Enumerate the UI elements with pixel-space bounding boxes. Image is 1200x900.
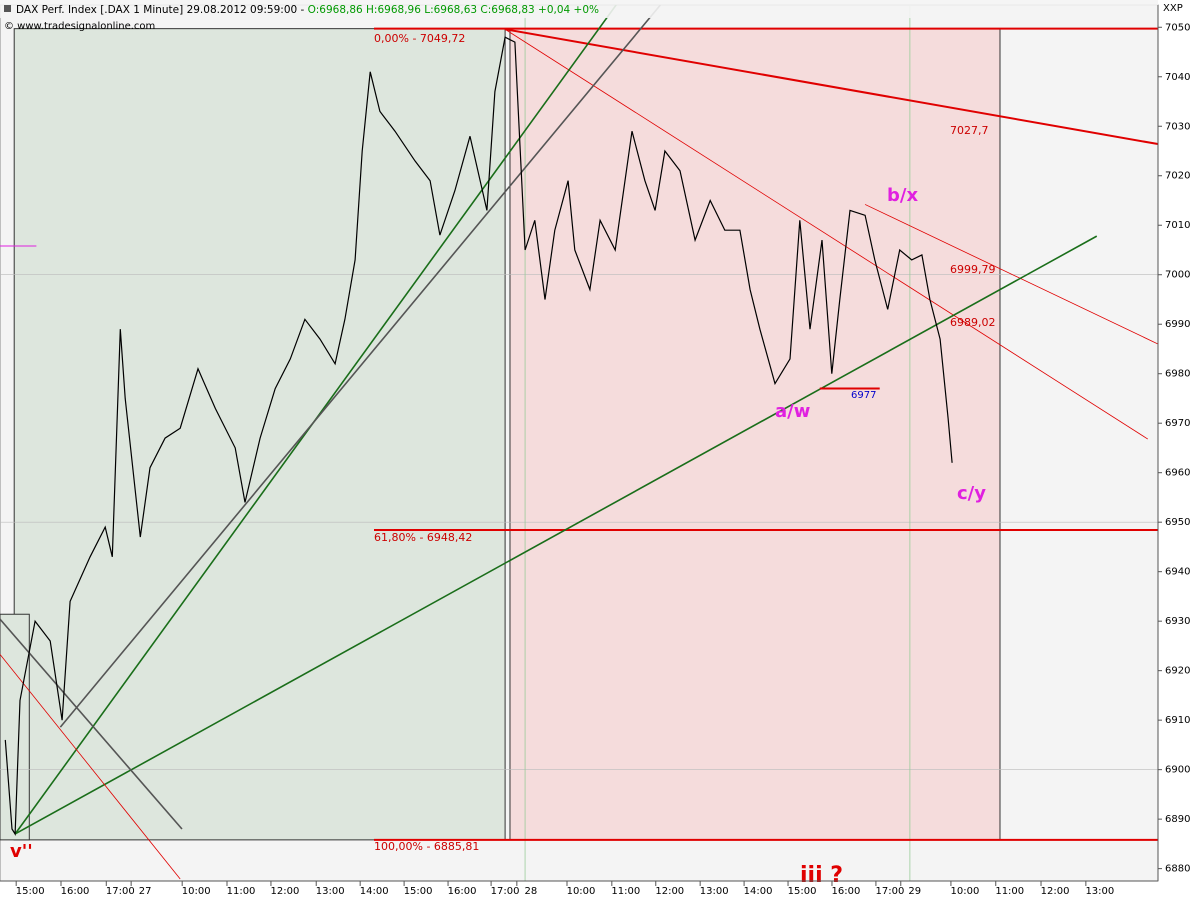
y-tick-label: 6990 bbox=[1165, 319, 1190, 330]
x-tick-label: 13:00 bbox=[700, 886, 729, 897]
trendline bbox=[504, 28, 1149, 440]
x-tick-label: 13:00 bbox=[316, 886, 345, 897]
header-part: C:6968,83 +0,04 +0% bbox=[477, 4, 599, 16]
wave-label: v'' bbox=[10, 841, 33, 862]
x-tick-label: 16:00 bbox=[448, 886, 477, 897]
y-tick-label: 7030 bbox=[1165, 121, 1190, 132]
x-tick-label: 16:00 bbox=[61, 886, 90, 897]
y-tick-label: 6980 bbox=[1165, 369, 1190, 380]
header-bg bbox=[0, 0, 1158, 18]
header: DAX Perf. Index [.DAX 1 Minute] 29.08.20… bbox=[16, 4, 599, 16]
x-tick-label: 17:00 bbox=[106, 886, 135, 897]
x-tick-label: 10:00 bbox=[951, 886, 980, 897]
trendline bbox=[14, 235, 1098, 835]
y-tick-label: 7020 bbox=[1165, 171, 1190, 182]
x-tick-label: 15:00 bbox=[16, 886, 45, 897]
zone bbox=[13, 28, 506, 841]
y-tick-label: 6970 bbox=[1165, 418, 1190, 429]
fib-label: 0,00% - 7049,72 bbox=[374, 32, 465, 45]
trendline bbox=[59, 5, 662, 728]
x-tick-label: 11:00 bbox=[227, 886, 256, 897]
header-part: L:6968,63 bbox=[421, 4, 477, 16]
x-tick-label: 17:00 bbox=[491, 886, 520, 897]
y-tick-label: 6910 bbox=[1165, 715, 1190, 726]
y-tick-label: 7010 bbox=[1165, 220, 1190, 231]
y-tick-label: 7050 bbox=[1165, 22, 1190, 33]
x-tick-label: 14:00 bbox=[360, 886, 389, 897]
x-tick-label: 27 bbox=[139, 886, 152, 897]
y-tick-label: 6930 bbox=[1165, 616, 1190, 627]
annotation: 6989,02 bbox=[950, 316, 996, 329]
y-tick-label: 6950 bbox=[1165, 517, 1190, 528]
wave-label: a/w bbox=[775, 401, 810, 422]
x-tick-label: 11:00 bbox=[611, 886, 640, 897]
symbol: XXP bbox=[1163, 3, 1183, 14]
y-tick-label: 6960 bbox=[1165, 468, 1190, 479]
wave-label: b/x bbox=[887, 185, 918, 206]
annotation: 7027,7 bbox=[950, 124, 989, 137]
trendline bbox=[504, 28, 1158, 146]
copyright: © www.tradesignalonline.com bbox=[4, 21, 155, 32]
x-tick-label: 16:00 bbox=[832, 886, 861, 897]
x-tick-label: 28 bbox=[524, 886, 537, 897]
wave-label: iii ? bbox=[800, 863, 843, 888]
y-tick-label: 7040 bbox=[1165, 72, 1190, 83]
x-tick-label: 13:00 bbox=[1085, 886, 1114, 897]
zone bbox=[509, 28, 1001, 841]
fib-label: 61,80% - 6948,42 bbox=[374, 531, 472, 544]
x-tick-label: 15:00 bbox=[788, 886, 817, 897]
x-tick-label: 17:00 bbox=[876, 886, 905, 897]
y-tick-label: 6900 bbox=[1165, 765, 1190, 776]
header-part: O:6968,86 bbox=[308, 4, 363, 16]
annotation: 6999,79 bbox=[950, 263, 996, 276]
y-tick-label: 6880 bbox=[1165, 864, 1190, 875]
annotation: 6977 bbox=[851, 390, 876, 401]
header-part: DAX Perf. Index [.DAX 1 Minute] 29.08.20… bbox=[16, 4, 308, 16]
wave-label: c/y bbox=[957, 483, 986, 504]
x-tick-label: 10:00 bbox=[567, 886, 596, 897]
x-tick-label: 12:00 bbox=[655, 886, 684, 897]
y-tick-label: 7000 bbox=[1165, 270, 1190, 281]
zone bbox=[0, 613, 30, 841]
trendline bbox=[0, 654, 181, 880]
header-part: H:6968,96 bbox=[363, 4, 422, 16]
x-tick-label: 15:00 bbox=[404, 886, 433, 897]
y-tick-label: 6920 bbox=[1165, 666, 1190, 677]
x-tick-label: 29 bbox=[908, 886, 921, 897]
x-tick-label: 10:00 bbox=[182, 886, 211, 897]
trendline bbox=[864, 204, 1158, 345]
price-line bbox=[4, 36, 953, 836]
trendline bbox=[0, 618, 183, 830]
x-tick-label: 12:00 bbox=[1041, 886, 1070, 897]
x-tick-label: 11:00 bbox=[995, 886, 1024, 897]
x-tick-label: 12:00 bbox=[271, 886, 300, 897]
fib-label: 100,00% - 6885,81 bbox=[374, 840, 479, 853]
x-tick-label: 14:00 bbox=[744, 886, 773, 897]
y-tick-label: 6940 bbox=[1165, 567, 1190, 578]
header-icon bbox=[4, 5, 11, 12]
y-tick-label: 6890 bbox=[1165, 814, 1190, 825]
